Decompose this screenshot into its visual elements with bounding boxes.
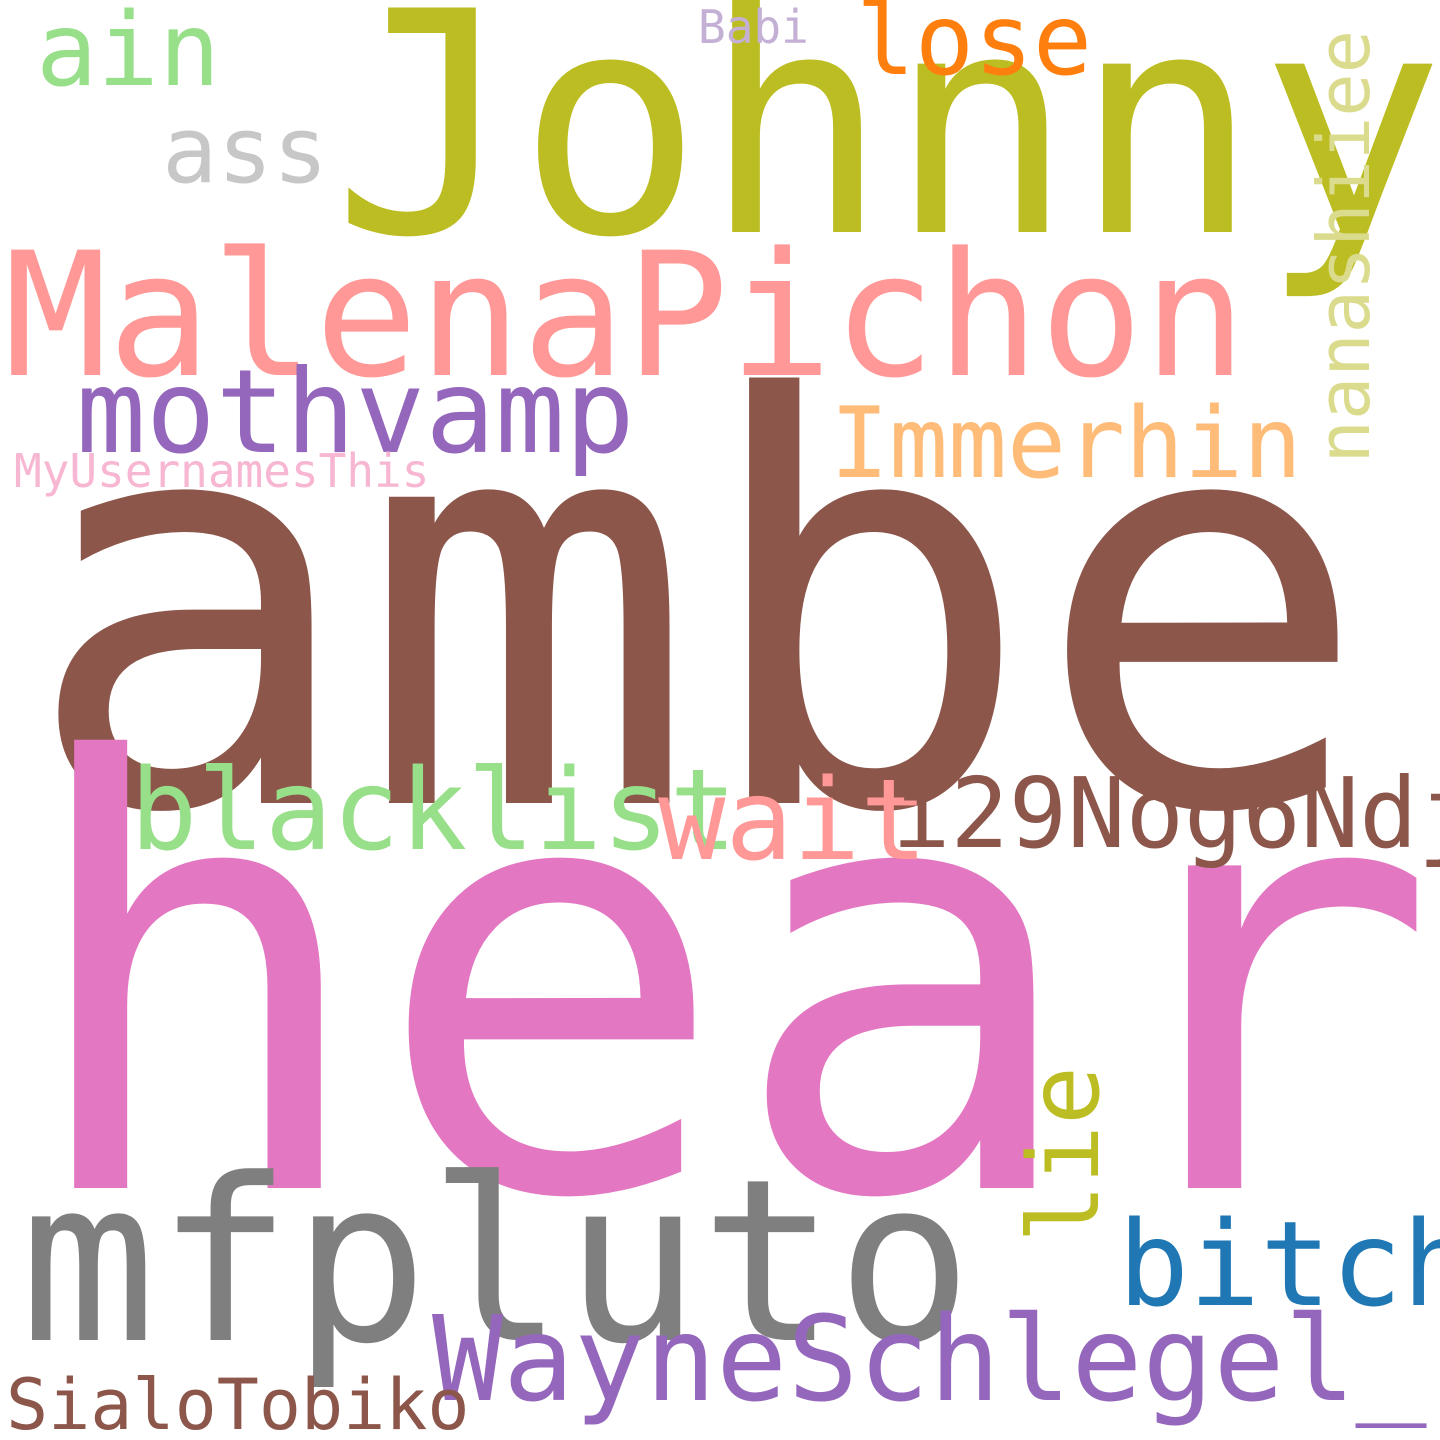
word-lie: lie	[1016, 1066, 1114, 1243]
word-babi: Babi	[698, 4, 809, 50]
word-blacklist: blacklist	[130, 755, 737, 867]
word-bitch: bitch	[1118, 1205, 1440, 1323]
word-ass: ass	[162, 105, 328, 197]
word-wait: wait	[658, 765, 928, 877]
word-ain: ain	[36, 0, 220, 102]
word-immerhin: Immerhin	[830, 395, 1302, 493]
word-myusernamesthis: MyUsernamesThis	[14, 448, 429, 494]
word-sialotobiko: SialoTobiko	[6, 1370, 470, 1440]
word-nanashiiee: nanashiiee	[1308, 30, 1380, 463]
word-i29nog6ndj: i29Nog6Ndj	[892, 765, 1440, 862]
word-lose: lose	[856, 0, 1092, 90]
